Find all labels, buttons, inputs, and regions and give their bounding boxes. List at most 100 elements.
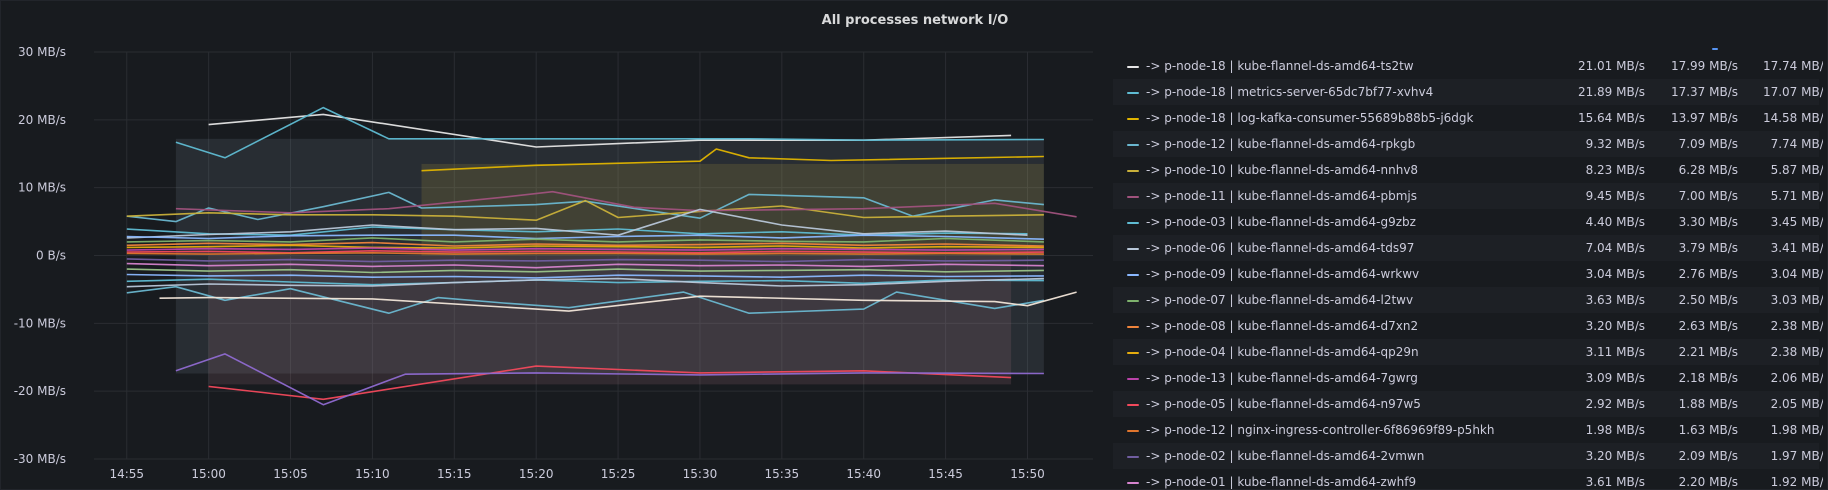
legend-color-swatch[interactable] bbox=[1127, 248, 1139, 250]
legend-color-swatch[interactable] bbox=[1127, 274, 1139, 276]
legend-series-name[interactable]: -> p-node-03 | kube-flannel-ds-amd64-g9z… bbox=[1146, 215, 1416, 229]
legend-row[interactable]: -> p-node-12 | nginx-ingress-controller-… bbox=[1113, 417, 1823, 443]
legend-color-swatch[interactable] bbox=[1127, 66, 1139, 68]
legend-row[interactable]: -> p-node-07 | kube-flannel-ds-amd64-l2t… bbox=[1113, 287, 1823, 313]
legend-value-v3: 5.87 MB/s bbox=[1770, 163, 1823, 177]
x-tick-label: 14:55 bbox=[109, 467, 144, 481]
legend-row[interactable]: -> p-node-05 | kube-flannel-ds-amd64-n97… bbox=[1113, 391, 1823, 417]
legend-value-v1: 1.98 MB/s bbox=[1585, 423, 1645, 437]
legend-series-name[interactable]: -> p-node-08 | kube-flannel-ds-amd64-d7x… bbox=[1146, 319, 1419, 333]
y-tick-label: -10 MB/s bbox=[14, 316, 66, 330]
legend-value-v3: 2.05 MB/s bbox=[1770, 397, 1823, 411]
y-tick-label: -20 MB/s bbox=[14, 384, 66, 398]
legend-value-v1: 3.11 MB/s bbox=[1585, 345, 1645, 359]
legend-color-swatch[interactable] bbox=[1127, 118, 1139, 120]
panel-title[interactable]: All processes network I/O bbox=[821, 13, 1009, 28]
legend-color-swatch[interactable] bbox=[1127, 170, 1139, 172]
x-tick-label: 15:25 bbox=[601, 467, 636, 481]
legend-value-v3: 7.74 MB/s bbox=[1770, 137, 1823, 151]
legend-value-v2: 2.21 MB/s bbox=[1678, 345, 1738, 359]
legend-value-v1: 9.32 MB/s bbox=[1585, 137, 1645, 151]
legend-row[interactable]: -> p-node-10 | kube-flannel-ds-amd64-nnh… bbox=[1113, 157, 1823, 183]
legend-value-v1: 3.63 MB/s bbox=[1585, 293, 1645, 307]
legend-series-name[interactable]: -> p-node-02 | kube-flannel-ds-amd64-2vm… bbox=[1146, 449, 1425, 463]
legend-color-swatch[interactable] bbox=[1127, 300, 1139, 302]
x-tick-label: 15:05 bbox=[273, 467, 308, 481]
x-tick-label: 15:00 bbox=[191, 467, 226, 481]
legend-color-swatch[interactable] bbox=[1127, 144, 1139, 146]
legend-color-swatch[interactable] bbox=[1127, 222, 1139, 224]
legend-color-swatch[interactable] bbox=[1127, 404, 1139, 406]
legend-scrollbar[interactable] bbox=[1712, 48, 1718, 50]
legend-color-swatch[interactable] bbox=[1127, 378, 1139, 380]
y-tick-label: 30 MB/s bbox=[18, 45, 66, 59]
legend-value-v1: 21.89 MB/s bbox=[1577, 85, 1645, 99]
series-line-11 bbox=[126, 241, 1044, 247]
legend-value-v1: 3.20 MB/s bbox=[1585, 319, 1645, 333]
legend-row[interactable]: -> p-node-02 | kube-flannel-ds-amd64-2vm… bbox=[1113, 443, 1823, 469]
legend-color-swatch[interactable] bbox=[1127, 482, 1139, 484]
legend-value-v2: 17.99 MB/s bbox=[1670, 59, 1738, 73]
legend-color-swatch[interactable] bbox=[1127, 456, 1139, 458]
legend-series-name[interactable]: -> p-node-12 | kube-flannel-ds-amd64-rpk… bbox=[1146, 137, 1416, 151]
legend-series-name[interactable]: -> p-node-09 | kube-flannel-ds-amd64-wrk… bbox=[1146, 267, 1420, 281]
legend-color-swatch[interactable] bbox=[1127, 196, 1139, 198]
network-io-chart: 30 MB/s 20 MB/s 10 MB/s 0 B/s -10 MB/s -20 MB… bbox=[14, 45, 1093, 481]
legend-color-swatch[interactable] bbox=[1127, 352, 1139, 354]
legend-value-v1: 8.23 MB/s bbox=[1585, 163, 1645, 177]
legend-row[interactable]: -> p-node-18 | metrics-server-65dc7bf77-… bbox=[1113, 79, 1823, 105]
legend-value-v1: 15.64 MB/s bbox=[1577, 111, 1645, 125]
legend-row[interactable]: -> p-node-12 | kube-flannel-ds-amd64-rpk… bbox=[1113, 131, 1823, 157]
legend-series-name[interactable]: -> p-node-18 | metrics-server-65dc7bf77-… bbox=[1146, 85, 1434, 99]
legend-value-v1: 3.61 MB/s bbox=[1585, 475, 1645, 489]
x-tick-label: 15:35 bbox=[765, 467, 800, 481]
y-tick-label: -30 MB/s bbox=[14, 452, 66, 466]
legend-series-name[interactable]: -> p-node-11 | kube-flannel-ds-amd64-pbm… bbox=[1146, 189, 1418, 203]
legend-series-name[interactable]: -> p-node-01 | kube-flannel-ds-amd64-zwh… bbox=[1146, 475, 1417, 489]
legend-color-swatch[interactable] bbox=[1127, 326, 1139, 328]
legend-series-name[interactable]: -> p-node-13 | kube-flannel-ds-amd64-7gw… bbox=[1146, 371, 1418, 385]
legend-series-name[interactable]: -> p-node-18 | log-kafka-consumer-55689b… bbox=[1146, 111, 1474, 125]
legend-row[interactable]: -> p-node-06 | kube-flannel-ds-amd64-tds… bbox=[1113, 235, 1823, 261]
legend-value-v2: 13.97 MB/s bbox=[1670, 111, 1738, 125]
legend-value-v2: 7.00 MB/s bbox=[1678, 189, 1738, 203]
legend-value-v1: 7.04 MB/s bbox=[1585, 241, 1645, 255]
x-tick-label: 15:50 bbox=[1010, 467, 1045, 481]
legend-value-v1: 4.40 MB/s bbox=[1585, 215, 1645, 229]
legend-series-name[interactable]: -> p-node-12 | nginx-ingress-controller-… bbox=[1146, 423, 1495, 437]
legend-color-swatch[interactable] bbox=[1127, 92, 1139, 94]
y-tick-label: 10 MB/s bbox=[18, 181, 66, 195]
legend-row[interactable]: -> p-node-09 | kube-flannel-ds-amd64-wrk… bbox=[1113, 261, 1823, 287]
legend-series-name[interactable]: -> p-node-05 | kube-flannel-ds-amd64-n97… bbox=[1146, 397, 1421, 411]
legend-row[interactable]: -> p-node-03 | kube-flannel-ds-amd64-g9z… bbox=[1113, 209, 1823, 235]
legend-row[interactable]: -> p-node-04 | kube-flannel-ds-amd64-qp2… bbox=[1113, 339, 1823, 365]
legend-value-v1: 3.04 MB/s bbox=[1585, 267, 1645, 281]
series-line-25 bbox=[175, 353, 1044, 406]
legend-value-v3: 17.07 MB/s bbox=[1762, 85, 1823, 99]
legend-series-name[interactable]: -> p-node-07 | kube-flannel-ds-amd64-l2t… bbox=[1146, 293, 1414, 307]
series-line-4 bbox=[126, 191, 1044, 223]
x-tick-label: 15:45 bbox=[928, 467, 963, 481]
legend-row[interactable]: -> p-node-18 | kube-flannel-ds-amd64-ts2… bbox=[1113, 53, 1823, 79]
legend-value-v2: 2.09 MB/s bbox=[1678, 449, 1738, 463]
legend-value-v2: 2.76 MB/s bbox=[1678, 267, 1738, 281]
legend-row[interactable]: -> p-node-11 | kube-flannel-ds-amd64-pbm… bbox=[1113, 183, 1823, 209]
legend-series-name[interactable]: -> p-node-04 | kube-flannel-ds-amd64-qp2… bbox=[1146, 345, 1419, 359]
legend-row[interactable]: -> p-node-18 | log-kafka-consumer-55689b… bbox=[1113, 105, 1823, 131]
legend-series-name[interactable]: -> p-node-06 | kube-flannel-ds-amd64-tds… bbox=[1146, 241, 1415, 255]
legend-value-v1: 9.45 MB/s bbox=[1585, 189, 1645, 203]
legend-series-name[interactable]: -> p-node-10 | kube-flannel-ds-amd64-nnh… bbox=[1146, 163, 1419, 177]
legend-row[interactable]: -> p-node-08 | kube-flannel-ds-amd64-d7x… bbox=[1113, 313, 1823, 339]
legend-row[interactable]: -> p-node-13 | kube-flannel-ds-amd64-7gw… bbox=[1113, 365, 1823, 391]
legend-value-v2: 2.63 MB/s bbox=[1678, 319, 1738, 333]
series-line-15 bbox=[126, 252, 1044, 255]
series-area-fill bbox=[175, 138, 1044, 374]
legend-color-swatch[interactable] bbox=[1127, 430, 1139, 432]
series-line-18 bbox=[126, 268, 1044, 274]
legend-row[interactable]: -> p-node-01 | kube-flannel-ds-amd64-zwh… bbox=[1113, 469, 1823, 489]
legend-value-v3: 17.74 MB/s bbox=[1762, 59, 1823, 73]
legend-series-name[interactable]: -> p-node-18 | kube-flannel-ds-amd64-ts2… bbox=[1146, 59, 1414, 73]
x-tick-label: 15:30 bbox=[683, 467, 718, 481]
x-tick-label: 15:15 bbox=[437, 467, 472, 481]
